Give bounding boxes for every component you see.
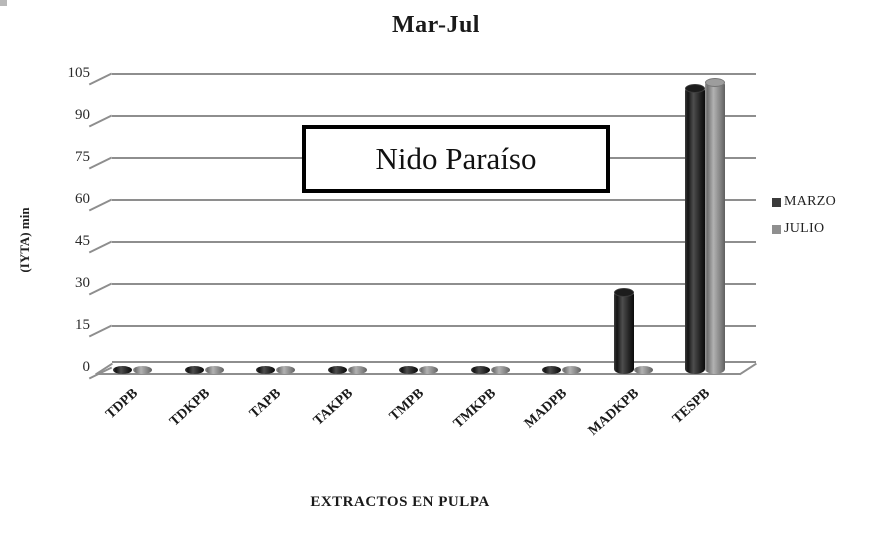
gridline-105 — [112, 73, 756, 75]
gridline-30 — [112, 283, 756, 285]
x-tick-label-tdkpb: TDKPB — [166, 386, 213, 430]
bar-madkpb-julio — [633, 366, 653, 374]
bar-tapb-julio — [276, 366, 295, 374]
gridline-90 — [112, 115, 756, 117]
x-tick-label-madpb: MADPB — [521, 386, 571, 432]
gridline-45 — [112, 241, 756, 243]
axis-depth-tick-15 — [88, 324, 113, 338]
bar-madpb-marzo — [542, 366, 561, 374]
axis-depth-tick-60 — [88, 198, 113, 212]
x-tick-label-tdpb: TDPB — [103, 386, 142, 423]
bar-tapb-marzo — [256, 366, 275, 374]
legend-label-julio: JULIO — [784, 221, 825, 236]
annotation-box: Nido Paraíso — [302, 125, 610, 193]
chart-title: Mar-Jul — [392, 12, 480, 38]
floor-right-edge — [739, 362, 757, 376]
y-tick-label-90: 90 — [75, 107, 90, 123]
bar-tmkpb-julio — [490, 366, 510, 374]
legend-item-julio: JULIO — [772, 221, 836, 237]
x-tick-label-madkpb: MADKPB — [585, 386, 642, 439]
axis-depth-tick-45 — [88, 240, 113, 254]
y-tick-label-15: 15 — [75, 317, 90, 333]
bar-madkpb-marzo — [613, 288, 634, 374]
axis-depth-tick-75 — [88, 156, 113, 170]
y-axis-label: (IYTA) min — [17, 207, 32, 273]
bar-tmkpb-marzo — [470, 366, 490, 374]
x-tick-label-tapb: TAPB — [247, 386, 285, 422]
legend: MARZO JULIO — [772, 194, 836, 248]
annotation-text: Nido Paraíso — [375, 141, 537, 176]
y-tick-label-0: 0 — [82, 359, 91, 375]
y-tick-label-30: 30 — [75, 275, 90, 291]
legend-swatch-marzo — [772, 197, 781, 207]
legend-label-marzo: MARZO — [784, 194, 837, 209]
bar-tespb-marzo — [685, 83, 705, 374]
bar-tdpb-marzo — [113, 366, 132, 374]
axis-depth-tick-105 — [88, 72, 113, 86]
gridline-60 — [112, 199, 756, 201]
x-tick-label-tespb: TESPB — [670, 386, 714, 427]
y-tick-label-45: 45 — [75, 233, 90, 249]
x-tick-label-tmkpb: TMKPB — [450, 386, 499, 432]
legend-swatch-julio — [772, 224, 781, 234]
bar-tmpb-julio — [419, 366, 438, 374]
scan-artifact — [0, 0, 7, 6]
bar-takpb-marzo — [327, 366, 347, 374]
x-tick-label-takpb: TAKPB — [310, 386, 356, 429]
plot-area: 0 15 30 45 60 75 90 105 — [68, 65, 757, 380]
x-tick-label-tmpb: TMPB — [386, 386, 428, 425]
bar-tmpb-marzo — [399, 366, 418, 374]
bar-madpb-julio — [562, 366, 581, 374]
floor-front-line — [96, 373, 740, 375]
y-tick-label-60: 60 — [75, 191, 90, 207]
gridline-15 — [112, 325, 756, 327]
bar-tdpb-julio — [133, 366, 152, 374]
legend-item-marzo: MARZO — [772, 194, 836, 210]
bar-tdkpb-marzo — [184, 366, 204, 374]
y-tick-label-75: 75 — [75, 149, 90, 165]
y-tick-label-105: 105 — [67, 65, 91, 81]
x-axis-title: EXTRACTOS EN PULPA — [310, 494, 490, 510]
floor-back-line — [112, 361, 756, 363]
axis-depth-tick-30 — [88, 282, 113, 296]
bar-tespb-julio — [705, 78, 725, 374]
bar-tdkpb-julio — [204, 366, 224, 374]
axis-depth-tick-90 — [88, 114, 113, 128]
bar-takpb-julio — [347, 366, 367, 374]
